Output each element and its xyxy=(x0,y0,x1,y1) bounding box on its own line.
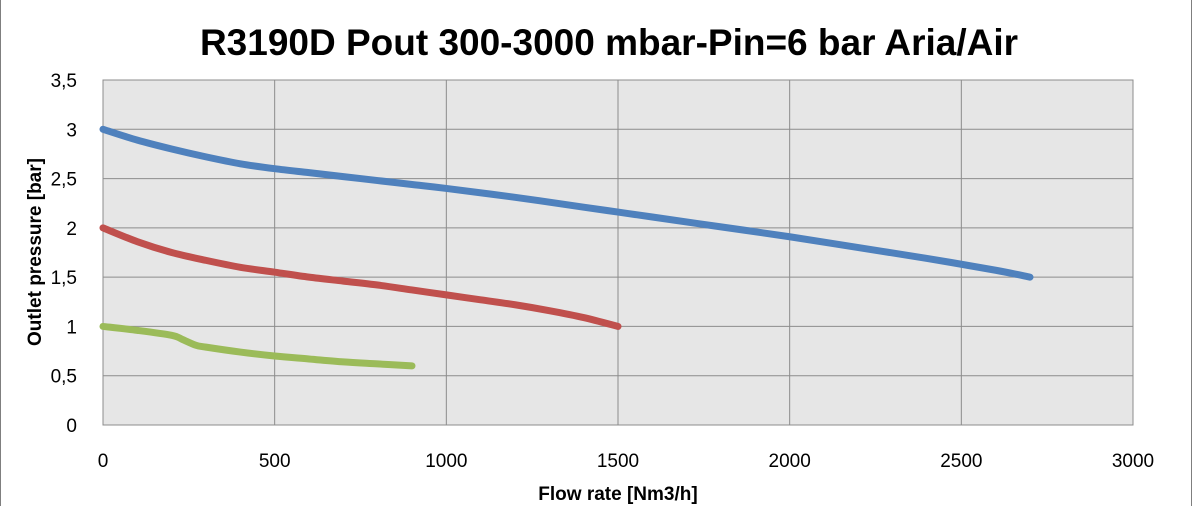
y-tick-label: 2 xyxy=(66,219,77,240)
x-tick-label: 2500 xyxy=(940,451,982,472)
x-tick-label: 0 xyxy=(98,451,109,472)
series-line-1 xyxy=(99,125,1034,281)
series-layer xyxy=(99,125,1034,370)
x-tick-label: 3000 xyxy=(1112,451,1154,472)
series-line-2 xyxy=(99,224,622,330)
chart-title: R3190D Pout 300-3000 mbar-Pin=6 bar Aria… xyxy=(200,22,1018,63)
grid-lines xyxy=(103,80,1133,425)
x-tick-label: 1000 xyxy=(425,451,467,472)
x-axis-ticks: 0 500 1000 1500 2000 2500 3000 xyxy=(98,451,1154,472)
y-tick-label: 3 xyxy=(66,120,77,141)
x-tick-label: 2000 xyxy=(769,451,811,472)
y-tick-label: 1,5 xyxy=(51,268,77,289)
series-line-3 xyxy=(99,322,416,370)
x-tick-label: 500 xyxy=(259,451,291,472)
y-tick-label: 0,5 xyxy=(51,367,77,388)
x-tick-label: 1500 xyxy=(597,451,639,472)
y-tick-label: 0 xyxy=(66,416,77,437)
y-tick-label: 1 xyxy=(66,317,77,338)
y-axis-ticks: 0 0,5 1 1,5 2 2,5 3 3,5 xyxy=(51,71,77,437)
y-axis-title: Outlet pressure [bar] xyxy=(25,158,46,346)
x-axis-title: Flow rate [Nm3/h] xyxy=(538,484,697,505)
y-tick-label: 3,5 xyxy=(51,71,77,92)
y-tick-label: 2,5 xyxy=(51,170,77,191)
